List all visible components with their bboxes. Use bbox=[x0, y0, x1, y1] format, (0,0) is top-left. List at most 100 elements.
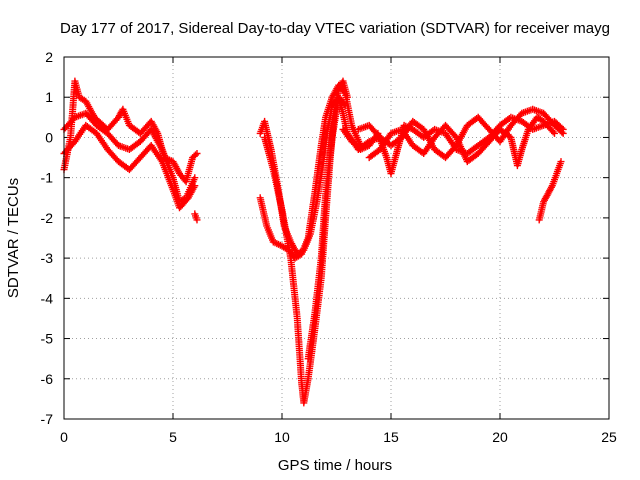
data-point bbox=[559, 129, 567, 137]
data-point bbox=[82, 97, 98, 119]
x-tick-label: 25 bbox=[601, 429, 617, 445]
data-point bbox=[387, 135, 404, 149]
data-point bbox=[311, 256, 325, 318]
data-point bbox=[398, 125, 416, 148]
data-point bbox=[341, 101, 349, 109]
x-tick-label: 0 bbox=[60, 429, 68, 445]
data-point bbox=[317, 192, 329, 262]
data-point bbox=[442, 121, 459, 140]
data-point bbox=[75, 93, 88, 104]
data-point bbox=[540, 117, 557, 136]
data-point bbox=[125, 139, 143, 153]
data-point bbox=[507, 111, 524, 129]
data-point bbox=[104, 146, 121, 164]
data-point bbox=[82, 121, 99, 136]
data-point bbox=[535, 200, 547, 224]
data-point bbox=[104, 115, 121, 133]
data-point bbox=[322, 136, 336, 198]
series-track-k bbox=[365, 113, 558, 170]
data-point bbox=[544, 183, 555, 198]
data-series bbox=[60, 77, 567, 407]
data-point bbox=[93, 129, 110, 152]
x-tick-label: 15 bbox=[383, 429, 399, 445]
y-tick-label: -3 bbox=[41, 250, 54, 266]
data-point bbox=[551, 129, 558, 137]
data-point bbox=[387, 126, 404, 137]
data-point bbox=[529, 105, 546, 117]
data-point bbox=[540, 109, 557, 128]
data-point bbox=[463, 151, 481, 166]
data-point bbox=[176, 195, 191, 212]
data-point bbox=[557, 158, 565, 166]
data-point bbox=[287, 254, 301, 320]
data-point bbox=[269, 166, 285, 212]
data-point bbox=[291, 251, 304, 262]
y-axis-label: SDTVAR / TECUs bbox=[5, 178, 22, 298]
data-point bbox=[191, 210, 200, 222]
data-point bbox=[191, 174, 199, 182]
data-point bbox=[298, 236, 311, 258]
y-tick-label: -1 bbox=[41, 170, 54, 186]
data-point bbox=[328, 95, 342, 141]
data-point bbox=[193, 216, 201, 224]
y-tick-label: -5 bbox=[41, 331, 54, 347]
data-point bbox=[317, 116, 329, 149]
data-point bbox=[409, 117, 426, 132]
data-point bbox=[60, 136, 74, 174]
series-track-l bbox=[535, 158, 565, 224]
data-point bbox=[261, 133, 277, 172]
data-point bbox=[269, 238, 284, 249]
x-tick-label: 20 bbox=[492, 429, 508, 445]
data-point bbox=[496, 125, 513, 140]
data-point bbox=[104, 129, 121, 148]
series-track-d bbox=[191, 210, 201, 224]
data-point bbox=[540, 191, 551, 206]
data-point bbox=[293, 314, 305, 385]
data-point bbox=[158, 158, 176, 192]
data-point bbox=[420, 135, 437, 157]
y-tick-label: 0 bbox=[45, 129, 53, 145]
series-track-i bbox=[339, 113, 567, 178]
data-point bbox=[319, 128, 331, 166]
data-point bbox=[348, 121, 364, 147]
data-point bbox=[304, 192, 318, 242]
data-point bbox=[182, 156, 196, 186]
x-tick-label: 5 bbox=[169, 429, 177, 445]
data-point bbox=[551, 117, 566, 132]
x-axis-label: GPS time / hours bbox=[278, 457, 392, 474]
data-point bbox=[551, 121, 566, 136]
data-point bbox=[304, 313, 318, 363]
data-point bbox=[376, 131, 394, 153]
data-point bbox=[263, 222, 276, 244]
data-point bbox=[147, 117, 161, 136]
data-point bbox=[365, 121, 383, 140]
chart-title: Day 177 of 2017, Sidereal Day-to-day VTE… bbox=[60, 20, 610, 37]
data-point bbox=[343, 93, 351, 101]
series-track-f bbox=[256, 81, 364, 262]
data-point bbox=[191, 182, 199, 190]
data-point bbox=[300, 377, 312, 407]
data-point bbox=[357, 142, 371, 153]
data-point bbox=[474, 135, 491, 149]
y-tick-label: -4 bbox=[41, 290, 54, 306]
data-point bbox=[189, 151, 199, 162]
series-track-j bbox=[354, 105, 567, 162]
series-track-h bbox=[304, 93, 349, 363]
data-point bbox=[147, 142, 165, 164]
data-point bbox=[93, 121, 110, 136]
data-point bbox=[278, 206, 294, 260]
data-point bbox=[311, 144, 325, 198]
data-point bbox=[474, 139, 492, 157]
y-tick-label: -2 bbox=[41, 210, 54, 226]
data-point bbox=[533, 113, 546, 124]
plot-frame bbox=[63, 56, 610, 420]
data-point bbox=[154, 129, 168, 159]
data-point bbox=[442, 143, 459, 162]
data-point bbox=[169, 158, 183, 176]
data-point bbox=[452, 133, 470, 164]
data-point bbox=[304, 329, 318, 383]
y-tick-label: 1 bbox=[45, 89, 53, 105]
data-point bbox=[193, 150, 201, 157]
data-point bbox=[518, 127, 532, 153]
